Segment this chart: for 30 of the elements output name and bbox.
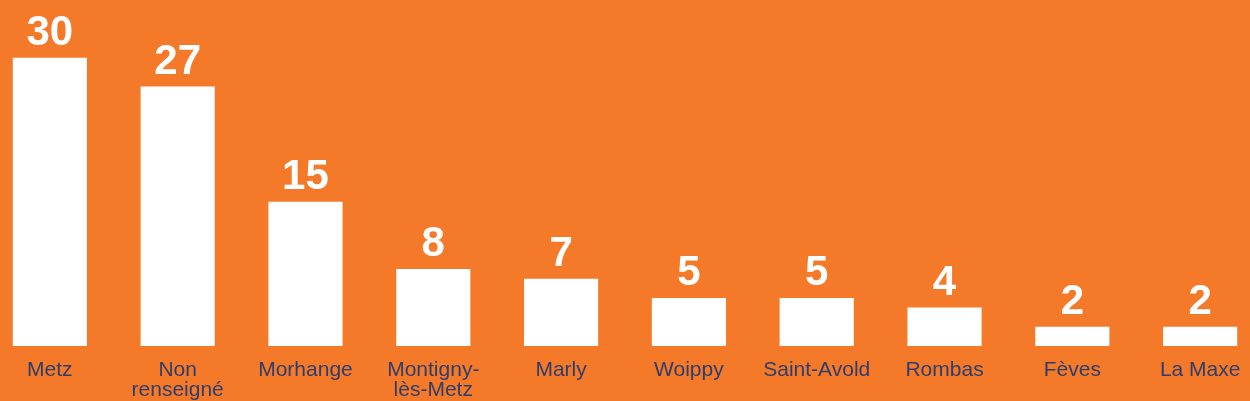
bar <box>907 307 982 346</box>
data-label: 5 <box>805 246 829 294</box>
x-tick-label: Metz <box>27 356 73 380</box>
x-tick-label: Woippy <box>654 356 725 380</box>
bar <box>1163 326 1238 346</box>
x-tick-label: Saint-Avold <box>763 356 871 380</box>
bar <box>12 57 87 346</box>
bar <box>396 269 471 346</box>
x-tick-label: Montigny-lès-Metz <box>387 356 480 400</box>
bar <box>1035 326 1110 346</box>
x-tick-label: Marly <box>535 356 588 380</box>
bar <box>268 201 343 346</box>
data-label: 30 <box>26 6 74 54</box>
x-tick-label: Rombas <box>905 356 984 380</box>
data-label: 5 <box>677 246 701 294</box>
data-label: 15 <box>282 150 329 198</box>
x-tick-label: La Maxe <box>1159 356 1241 380</box>
data-label: 2 <box>1188 275 1212 323</box>
bar <box>779 297 854 346</box>
data-label: 8 <box>421 218 445 266</box>
data-label: 7 <box>549 227 573 275</box>
data-label: 4 <box>932 256 957 304</box>
data-label: 2 <box>1060 275 1085 323</box>
data-label: 27 <box>154 35 202 83</box>
bar <box>140 86 215 346</box>
x-tick-label: Fèves <box>1043 356 1101 380</box>
x-tick-label: Non renseigné <box>131 356 224 400</box>
bar <box>524 278 599 346</box>
x-tick-label: Morhange <box>258 356 353 380</box>
bar <box>651 297 726 346</box>
